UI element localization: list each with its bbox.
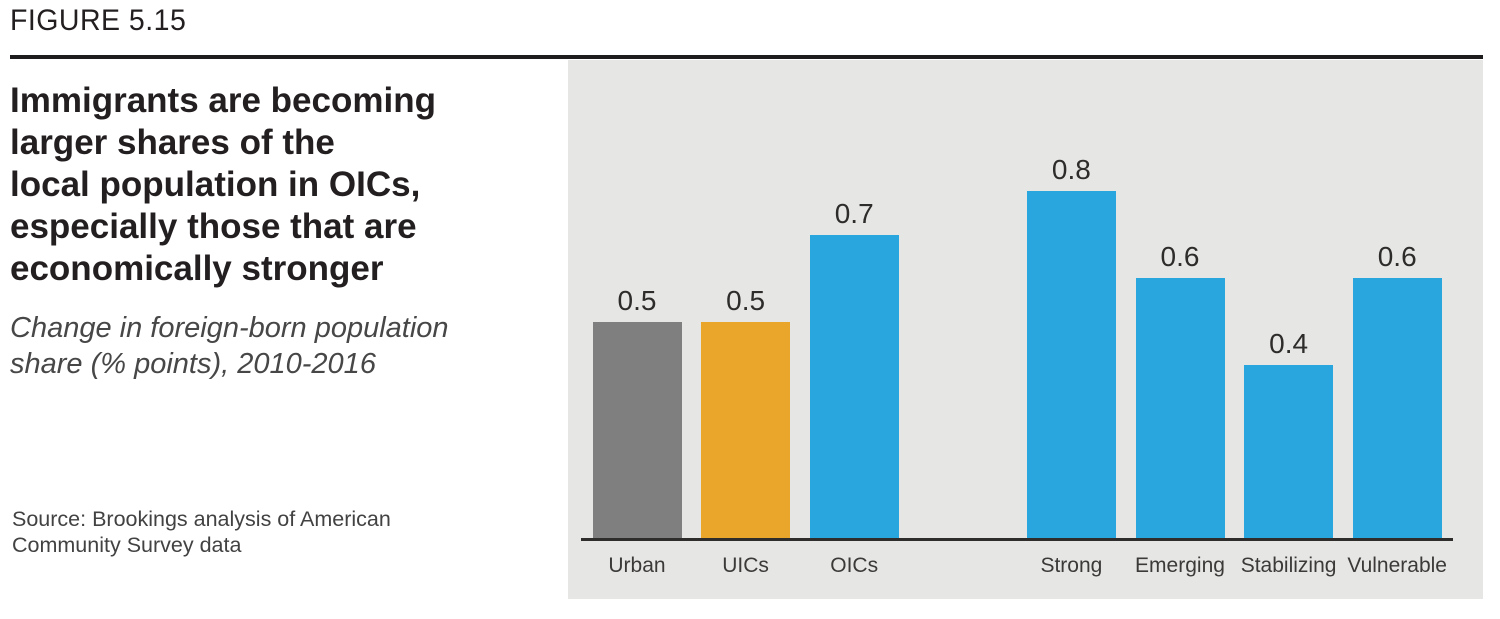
text-line: especially those that are (10, 207, 417, 246)
bar-value-label-stabilizing: 0.4 (1269, 328, 1309, 359)
header-rule (10, 55, 1483, 59)
source-note: Source: Brookings analysis of American Co… (12, 506, 391, 558)
text-line: Immigrants are becoming (10, 81, 436, 120)
bar-oics (809, 235, 899, 540)
category-label-vulnerable: Vulnerable (1347, 554, 1447, 577)
bar-value-label-strong: 0.8 (1051, 154, 1091, 185)
category-label-emerging: Emerging (1135, 554, 1225, 577)
category-label-stabilizing: Stabilizing (1240, 554, 1337, 577)
bar-uics (701, 322, 791, 540)
category-label-oics: OICs (830, 554, 879, 577)
bar-value-label-vulnerable: 0.6 (1377, 241, 1417, 272)
bar-value-label-emerging: 0.6 (1160, 241, 1200, 272)
text-line: larger shares of the (10, 123, 335, 162)
bar-value-label-oics: 0.7 (834, 198, 874, 229)
text-line: local population in OICs, (10, 165, 421, 204)
text-line: Community Survey data (12, 533, 242, 557)
bar-stabilizing (1244, 365, 1334, 540)
bar-chart: 0.5 Urban 0.5 UICs 0.7 OICs 0.8 Strong 0.6 Emergi… (568, 60, 1483, 599)
text-line: Change in foreign-born population (10, 312, 449, 344)
category-label-uics: UICs (722, 554, 769, 577)
text-line: share (% points), 2010-2016 (10, 348, 376, 380)
x-axis-line (581, 538, 1453, 541)
bar-emerging (1135, 278, 1225, 540)
category-label-urban: Urban (608, 554, 666, 577)
text-line: Source: Brookings analysis of American (12, 507, 391, 531)
bar-strong (1026, 191, 1116, 540)
figure-subtitle: Change in foreign-born population share (… (10, 310, 449, 382)
category-label-strong: Strong (1040, 554, 1103, 577)
bar-value-label-urban: 0.5 (617, 285, 657, 316)
bar-vulnerable (1352, 278, 1442, 540)
bar-value-label-uics: 0.5 (726, 285, 766, 316)
figure-title: Immigrants are becoming larger shares of … (10, 80, 436, 290)
bar-urban (592, 322, 682, 540)
chart-panel: 0.5 Urban 0.5 UICs 0.7 OICs 0.8 Strong 0.6 Emergi… (568, 60, 1483, 599)
text-line: economically stronger (10, 249, 384, 288)
figure-number-label: FIGURE 5.15 (10, 4, 187, 37)
